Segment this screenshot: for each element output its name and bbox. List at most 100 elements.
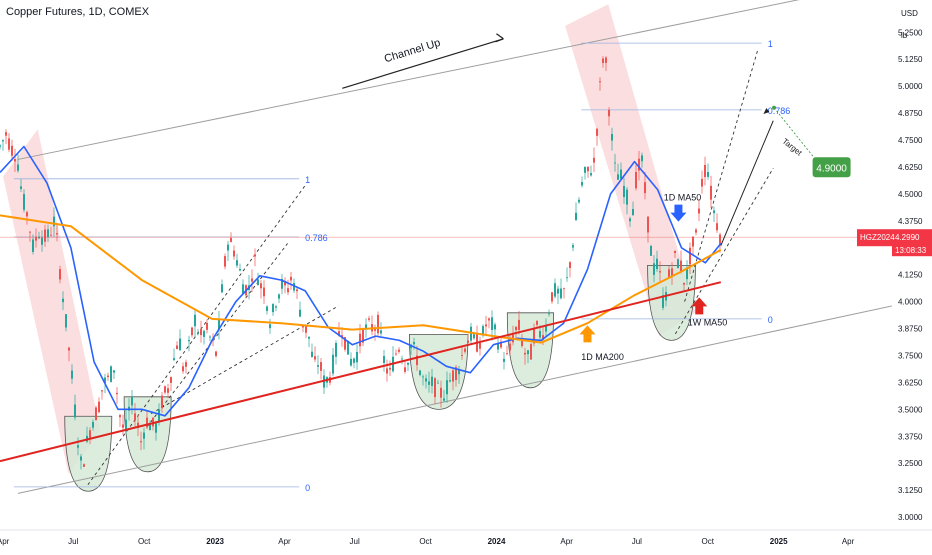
candle-body: [254, 254, 256, 257]
downtrend-zone: [565, 4, 696, 337]
candle-body: [446, 380, 448, 395]
countdown-marker: [892, 245, 932, 257]
candle-body: [539, 331, 541, 338]
ma-line-1d-ma50: [0, 145, 722, 417]
candle-body: [155, 423, 157, 433]
candle-body: [455, 367, 457, 381]
candle-body: [425, 378, 427, 382]
candle-body: [284, 281, 286, 286]
candle-body: [74, 404, 76, 418]
candle-body: [593, 157, 595, 163]
candle-body: [632, 208, 634, 216]
price-tick-label: 5.1250: [898, 55, 923, 64]
price-tick-label: 4.1250: [898, 271, 923, 280]
candle-body: [563, 288, 565, 290]
candle-body: [146, 417, 148, 428]
time-tick-label: Apr: [0, 537, 10, 546]
candle-body: [209, 336, 211, 338]
support-bubble: [123, 396, 172, 473]
price-axis-currency: USD: [901, 9, 918, 18]
candle-body: [272, 304, 274, 313]
candle-body: [398, 349, 400, 352]
candle-body: [698, 208, 700, 214]
candle-body: [443, 398, 445, 401]
candle-body: [158, 409, 160, 422]
candle-body: [35, 236, 37, 241]
candle-body: [236, 260, 238, 266]
candle-body: [353, 358, 355, 363]
ma200-1d-arrow: [579, 325, 596, 343]
price-tick-label: 3.3750: [898, 432, 923, 441]
candle-body: [617, 174, 619, 180]
candle-body: [65, 314, 67, 328]
target-arrowhead: [763, 108, 770, 115]
candle-body: [635, 172, 637, 189]
candle-body: [269, 324, 271, 329]
price-tick-label: 3.1250: [898, 486, 923, 495]
candle-body: [263, 287, 265, 297]
candle-body: [17, 164, 19, 171]
candle-body: [719, 234, 721, 244]
candle-body: [122, 424, 124, 428]
candle-body: [143, 432, 145, 439]
candle-body: [428, 381, 430, 385]
candle-body: [131, 396, 133, 406]
candle-body: [47, 229, 49, 238]
candle-body: [116, 392, 118, 395]
candle-body: [95, 407, 97, 421]
candle-body: [545, 325, 547, 332]
candle-body: [266, 306, 268, 312]
candle-body: [554, 283, 556, 297]
candle-body: [506, 353, 508, 355]
candle-body: [77, 445, 79, 448]
candle-body: [659, 271, 661, 273]
candle-body: [206, 322, 208, 330]
candle-body: [509, 343, 511, 351]
candle-body: [671, 268, 673, 277]
candle-body: [689, 247, 691, 265]
candle-body: [401, 358, 403, 360]
candle-body: [188, 339, 190, 342]
candle-body: [224, 256, 226, 267]
candle-body: [107, 375, 109, 378]
projection-line: [146, 243, 288, 427]
candle-body: [92, 421, 94, 428]
candle-body: [23, 194, 25, 210]
candle-body: [521, 338, 523, 347]
price-axis-bg: [892, 0, 932, 550]
candle-body: [8, 138, 10, 150]
candle-body: [611, 133, 613, 141]
price-tick-label: 4.5000: [898, 190, 923, 199]
candle-body: [233, 250, 235, 257]
candle-body: [80, 456, 82, 461]
candle-body: [440, 387, 442, 398]
candle-body: [701, 178, 703, 187]
candle-body: [566, 277, 568, 279]
candle-body: [458, 370, 460, 375]
candle-body: [356, 351, 358, 363]
candle-body: [710, 185, 712, 200]
candle-body: [44, 229, 46, 242]
candle-body: [581, 182, 583, 186]
candle-body: [377, 314, 379, 334]
candle-body: [419, 370, 421, 376]
candle-body: [551, 292, 553, 302]
time-tick-label: Oct: [419, 537, 432, 546]
candle-body: [41, 237, 43, 245]
candle-body: [89, 430, 91, 439]
candle-body: [104, 377, 106, 384]
candle-body: [287, 288, 289, 293]
candle-body: [488, 318, 490, 321]
candle-body: [491, 317, 493, 330]
projection-line: [87, 185, 306, 486]
candle-body: [197, 332, 199, 334]
candle-body: [152, 417, 154, 427]
price-axis-unit: lb: [901, 31, 908, 40]
price-tick-label: 3.0000: [898, 513, 923, 522]
projection-line: [150, 305, 339, 415]
candle-body: [374, 328, 376, 331]
candle-body: [56, 233, 58, 235]
candle-body: [479, 342, 481, 349]
